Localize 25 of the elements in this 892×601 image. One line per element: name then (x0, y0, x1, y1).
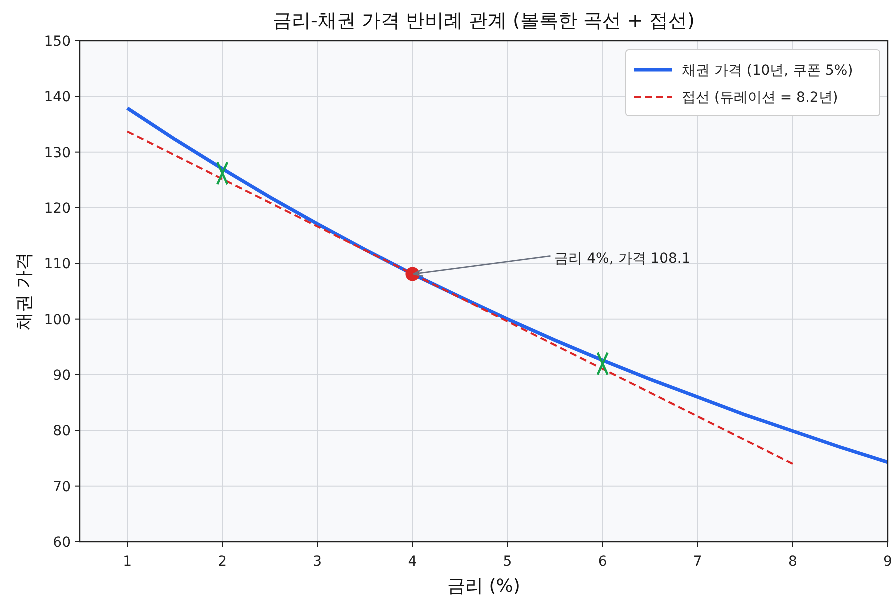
y-tick-label: 140 (44, 90, 71, 106)
y-tick-label: 100 (44, 312, 71, 328)
x-tick-label: 8 (788, 554, 798, 570)
legend-label: 채권 가격 (10년, 쿠폰 5%) (682, 63, 854, 79)
chart-title: 금리-채권 가격 반비례 관계 (볼록한 곡선 + 접선) (273, 10, 695, 32)
y-tick-label: 60 (53, 535, 71, 551)
x-tick-label: 3 (313, 554, 322, 570)
y-tick-label: 150 (44, 34, 71, 50)
x-tick-label: 4 (408, 554, 418, 570)
annotation: 금리 4%, 가격 108.1 (554, 251, 691, 268)
x-tick-label: 7 (693, 554, 702, 570)
legend-label: 접선 (듀레이션 = 8.2년) (682, 90, 838, 106)
y-tick-label: 110 (44, 256, 71, 273)
y-tick-label: 130 (44, 145, 71, 162)
x-tick-label: 9 (884, 554, 892, 570)
x-tick-label: 5 (503, 554, 512, 570)
x-axis-title: 금리 (%) (448, 576, 520, 597)
y-tick-label: 120 (44, 201, 71, 217)
x-tick-label: 1 (123, 554, 132, 570)
y-tick-label: 70 (53, 479, 71, 496)
x-tick-label: 6 (598, 554, 608, 570)
y-tick-label: 80 (53, 424, 71, 440)
y-axis-title: 채권 가격 (14, 252, 35, 330)
y-tick-label: 90 (53, 368, 71, 384)
x-tick-label: 2 (218, 554, 228, 570)
